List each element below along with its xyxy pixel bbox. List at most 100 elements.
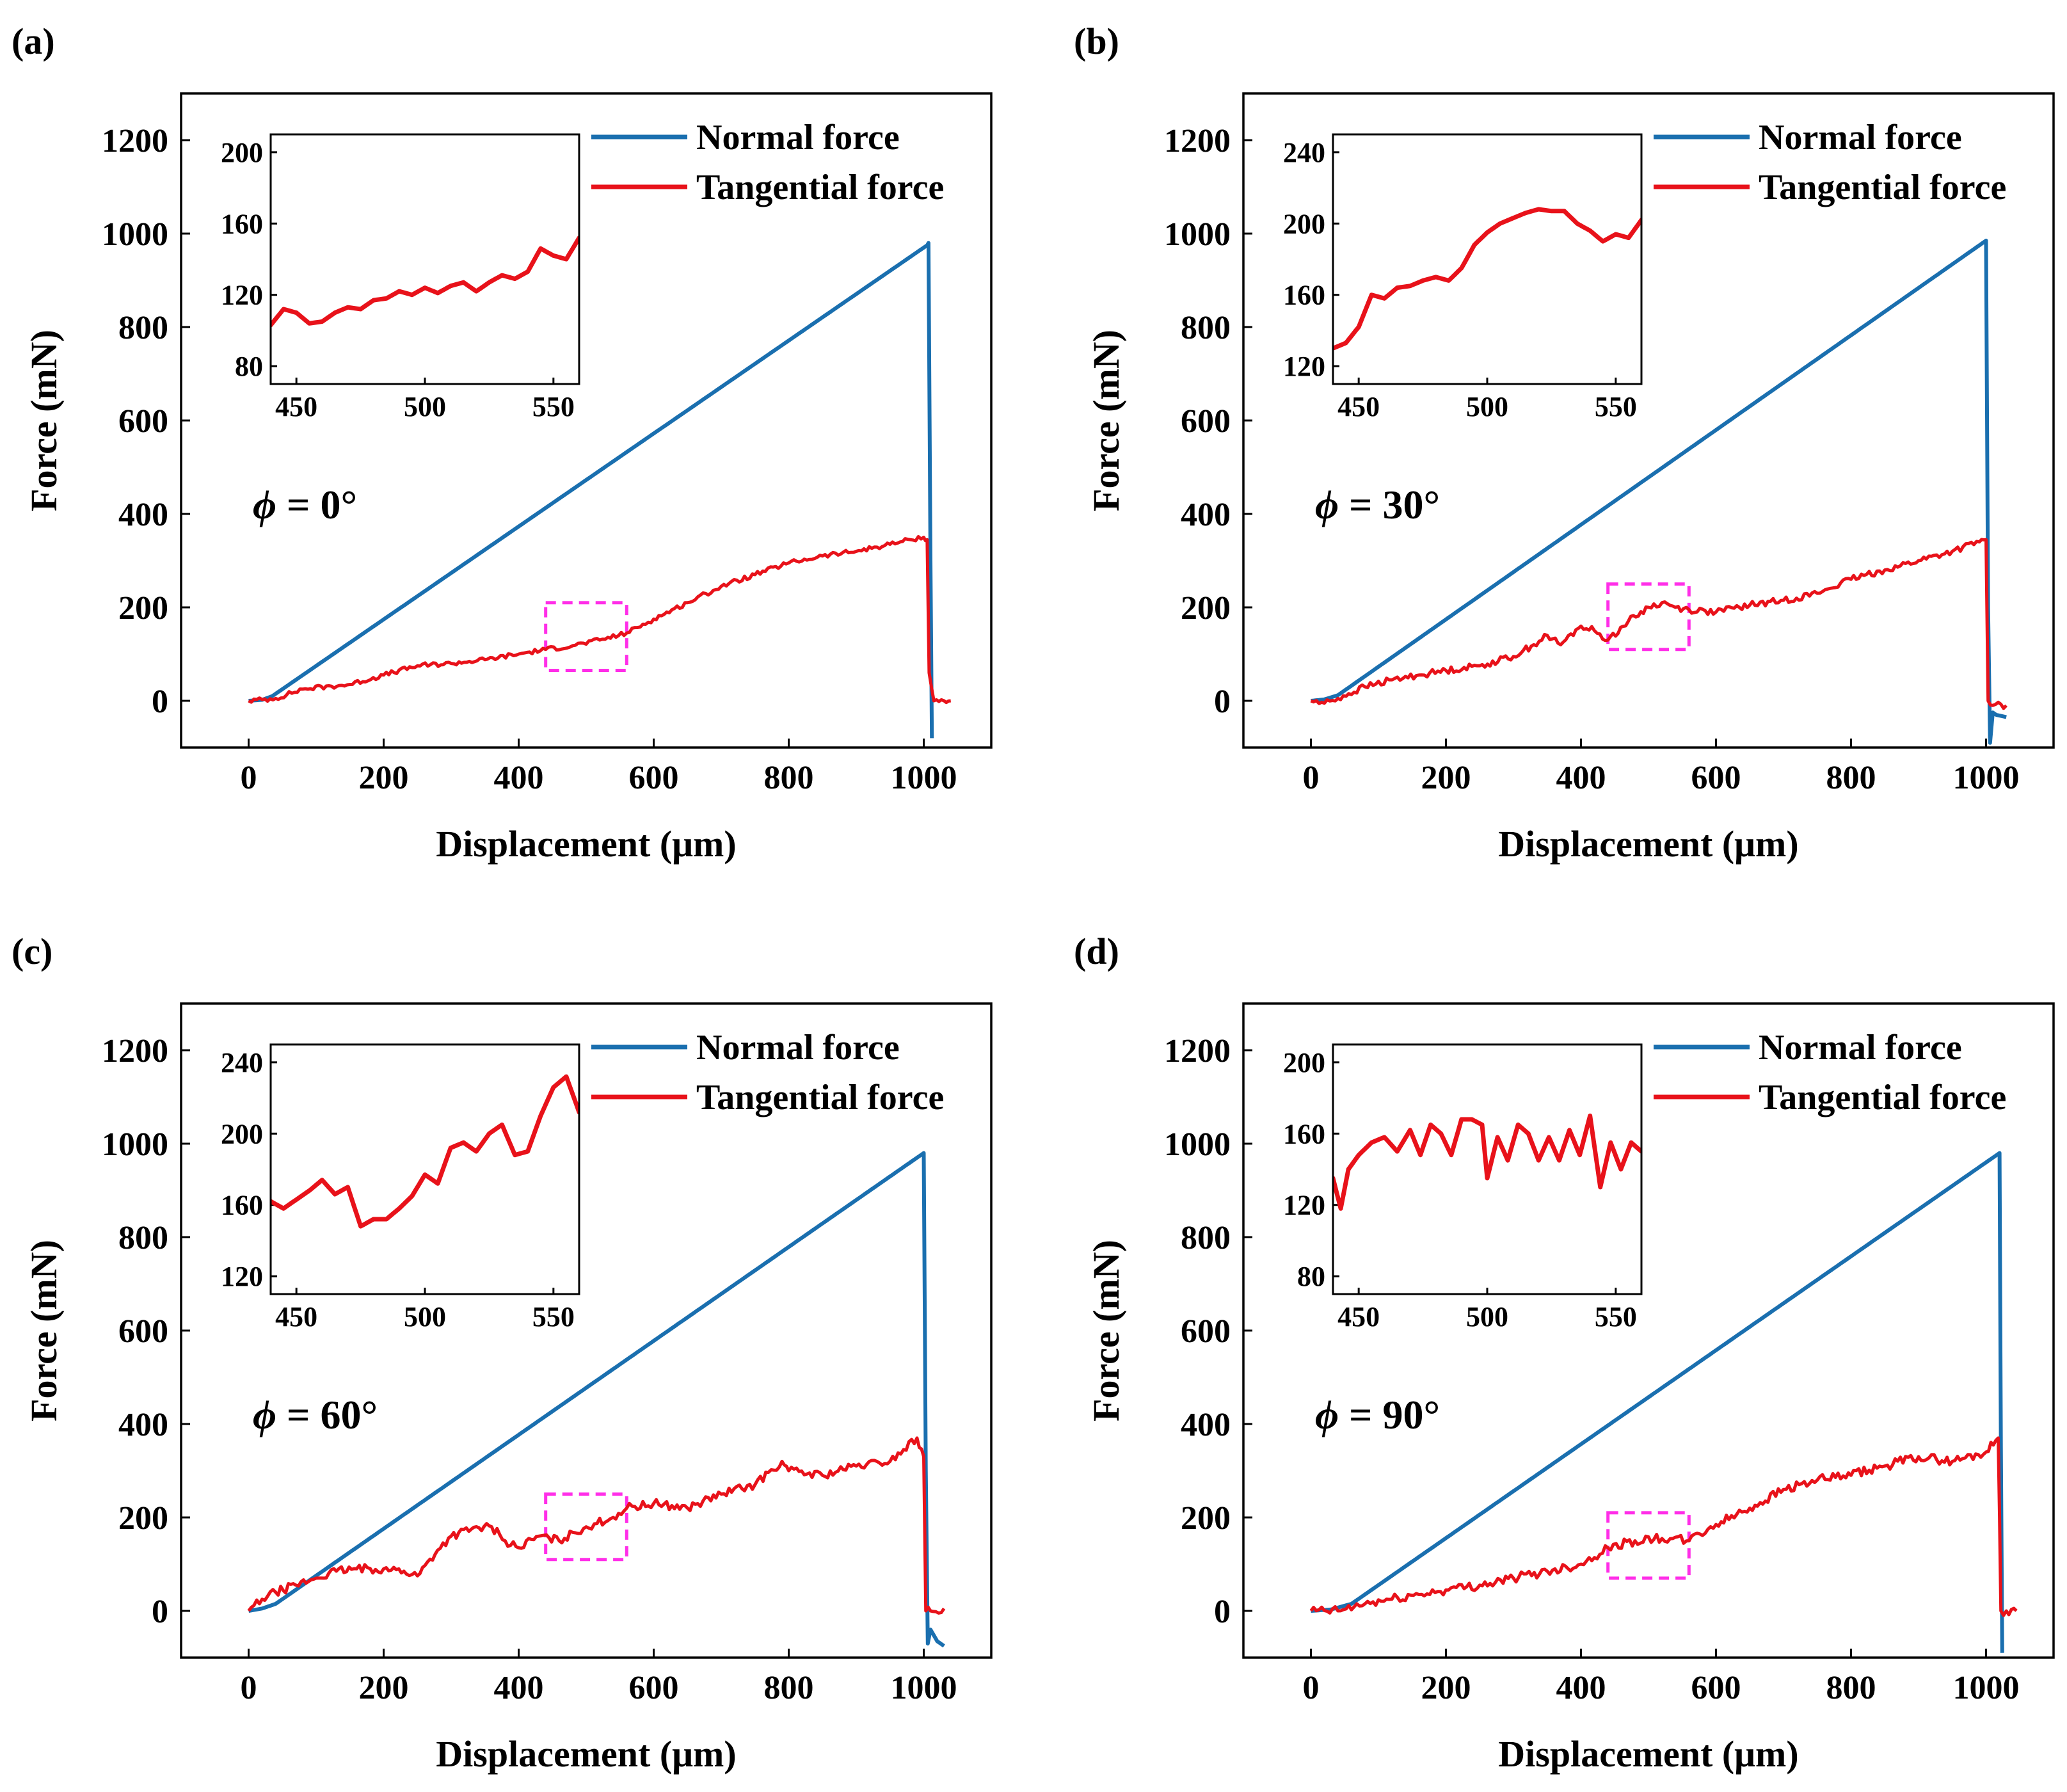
x-axis-title: Displacement (μm) [1498,823,1798,865]
inset-x-tick-label: 550 [532,391,575,422]
x-axis-title: Displacement (μm) [436,823,736,865]
inset-y-tick-label: 160 [221,208,263,239]
highlight-box [1606,1511,1691,1580]
inset-tangential-line [271,1074,579,1229]
x-tick-label: 600 [1691,760,1741,796]
x-tick-label: 1000 [891,1670,957,1706]
x-axis-title: Displacement (μm) [1498,1733,1798,1775]
y-tick-label: 200 [1181,590,1231,627]
plot-area [1310,238,2008,745]
x-tick-label: 200 [359,1670,409,1706]
inset-plot-area [271,1074,579,1229]
inset-x-tick-label: 550 [1595,391,1637,422]
plot-area [1309,1151,2018,1653]
panel-letter: (a) [12,20,55,62]
inset-y-tick-label: 120 [221,280,263,311]
normal-force-line [1311,1151,2004,1653]
highlight-box [1606,582,1691,652]
x-tick-label: 400 [1556,1670,1606,1706]
x-tick-label: 1000 [1953,760,2020,796]
y-tick-label: 1000 [1164,1126,1231,1163]
inset-x-tick-label: 450 [275,1301,317,1332]
inset-frame [1332,133,1643,385]
x-tick-label: 600 [629,1670,679,1706]
highlight-box [544,1492,628,1562]
inset: 450 500 550 120 160 200 240 [221,1043,580,1332]
phi-annotation: ϕ = 90° [1315,1392,1440,1437]
plot-frame [180,1002,993,1659]
normal-force-line [248,1151,945,1648]
inset-plot-area [1333,207,1641,351]
plot-frame [1242,92,2055,749]
y-axis-title: Force (mN) [23,330,65,511]
inset-plot-area [1333,1113,1641,1211]
inset-frame [269,1043,580,1295]
phi-value: = 60° [276,1392,378,1437]
inset-tangential-line [1333,207,1641,351]
inset-y-tick-label: 120 [1283,1190,1325,1221]
y-tick-label: 0 [1214,1594,1231,1630]
y-tick-label: 400 [118,497,168,533]
inset-y-tick-label: 160 [1283,280,1325,311]
inset-y-tick-label: 80 [235,351,263,382]
x-tick-label: 800 [1826,1670,1876,1706]
y-tick-label: 1000 [102,216,168,253]
plot-frame [1242,1002,2055,1659]
y-axis-title: Force (mN) [1085,330,1127,511]
x-tick-label: 0 [241,1670,257,1706]
x-tick-label: 800 [1826,760,1876,796]
chart-panel: (a) 0 200 400 600 800 1000 0 200 400 600 800 1000 120… [12,20,993,865]
inset-frame [269,133,580,385]
panel-letter: (b) [1074,20,1119,62]
inset-background [271,1044,579,1294]
plot-area [247,1151,946,1648]
x-tick-label: 0 [241,760,257,796]
y-tick-label: 600 [1181,403,1231,440]
inset-y-tick-label: 200 [1283,1047,1325,1078]
inset-y-tick-label: 200 [221,1118,263,1149]
inset-background [1333,134,1641,384]
inset-tangential-line [271,236,579,328]
panel-letter: (d) [1074,931,1119,972]
tangential-force-line [248,535,951,705]
x-axis-title: Displacement (μm) [436,1733,736,1775]
inset-y-tick-label: 80 [1297,1261,1325,1292]
chart-panel: (c) 0 200 400 600 800 1000 0 200 400 600 800 1000 120… [12,931,993,1775]
panel-letter: (c) [12,931,52,972]
phi-value: = 30° [1339,482,1440,527]
y-tick-label: 600 [1181,1313,1231,1350]
x-tick-label: 200 [1421,1670,1471,1706]
inset-x-tick-label: 550 [1595,1301,1637,1332]
phi-annotation: ϕ = 60° [253,1392,378,1437]
inset-x-tick-label: 450 [1337,391,1380,422]
inset-x-tick-label: 450 [275,391,317,422]
legend-label-normal: Normal force [696,118,900,157]
y-tick-label: 200 [118,590,168,627]
inset-plot-area [271,236,579,328]
inset-x-tick-label: 500 [404,391,446,422]
legend-label-normal: Normal force [696,1028,900,1068]
y-tick-label: 1200 [1164,1033,1231,1069]
x-tick-label: 600 [1691,1670,1741,1706]
y-axis-title: Force (mN) [1085,1240,1127,1421]
inset: 450 500 550 80 120 160 200 [221,133,580,422]
legend-label-tangential: Tangential force [696,168,944,207]
y-tick-label: 1000 [1164,216,1231,253]
x-tick-label: 200 [1421,760,1471,796]
y-tick-label: 1200 [1164,123,1231,159]
inset-x-tick-label: 500 [404,1301,446,1332]
tangential-force-line [1309,1436,2018,1617]
x-tick-label: 400 [494,760,544,796]
phi-symbol: ϕ [1315,482,1339,527]
y-tick-label: 1200 [102,1033,168,1069]
y-tick-label: 0 [1214,684,1231,720]
y-tick-label: 800 [118,310,168,346]
y-tick-label: 200 [118,1500,168,1537]
y-tick-label: 1200 [102,123,168,159]
y-tick-label: 400 [1181,497,1231,533]
phi-symbol: ϕ [253,1392,276,1437]
y-tick-label: 1000 [102,1126,168,1163]
plot-area [248,241,951,739]
y-tick-label: 200 [1181,1500,1231,1537]
y-tick-label: 400 [1181,1407,1231,1443]
